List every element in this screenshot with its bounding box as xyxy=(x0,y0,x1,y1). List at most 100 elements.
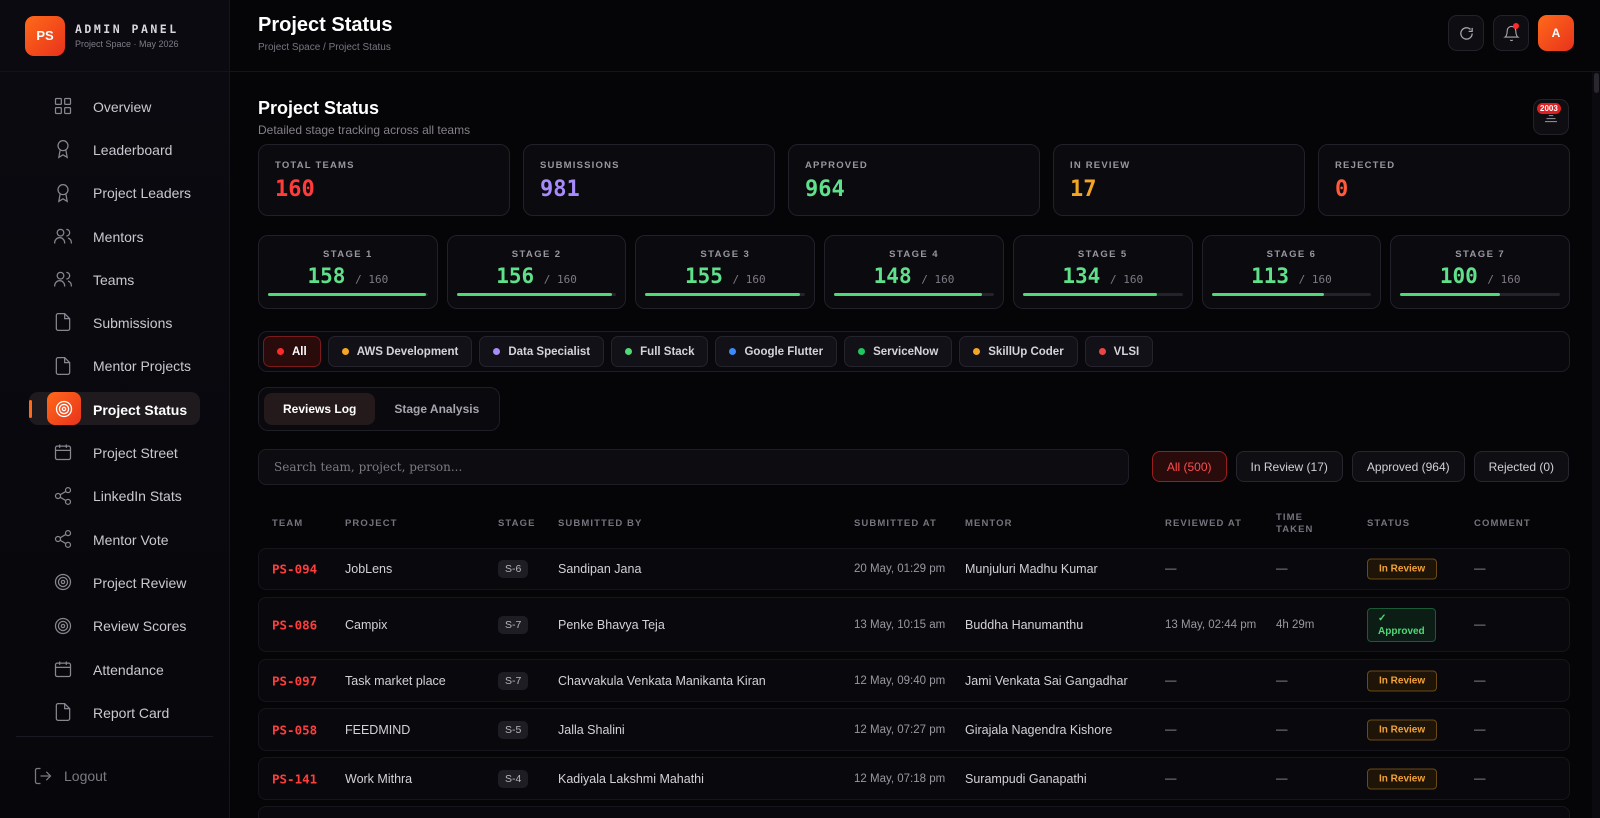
stat-value: 964 xyxy=(805,177,845,202)
table-row[interactable] xyxy=(258,806,1570,818)
track-dot xyxy=(493,348,501,355)
sidebar-item-mentors[interactable]: Mentors xyxy=(0,215,229,258)
sidebar-item-review-scores[interactable]: Review Scores xyxy=(0,605,229,648)
track-chip-vlsi[interactable]: VLSI xyxy=(1084,336,1154,367)
scrollbar-thumb[interactable] xyxy=(1594,73,1599,93)
calendar-icon xyxy=(53,659,73,679)
filter-approved-button[interactable]: Approved (964) xyxy=(1351,451,1465,482)
sidebar-item-mentor-vote[interactable]: Mentor Vote xyxy=(0,518,229,561)
sidebar-item-report-card[interactable]: Report Card xyxy=(0,691,229,734)
filter-all-button[interactable]: All (500) xyxy=(1151,451,1227,482)
stage-card-2: STAGE 2 156 / 160 xyxy=(446,235,627,309)
sidebar-item-project-street[interactable]: Project Street xyxy=(0,431,229,474)
tab-reviews-log[interactable]: Reviews Log xyxy=(264,393,376,425)
active-indicator xyxy=(29,400,32,419)
sidebar-item-linkedin-stats[interactable]: LinkedIn Stats xyxy=(0,475,229,518)
refresh-button[interactable] xyxy=(1448,15,1484,51)
column-header-project[interactable]: PROJECT xyxy=(345,518,398,529)
sidebar-item-project-leaders[interactable]: Project Leaders xyxy=(0,172,229,215)
column-header-status[interactable]: STATUS xyxy=(1367,518,1411,529)
column-header-mentor[interactable]: MENTOR xyxy=(965,518,1013,529)
stage-label: STAGE 4 xyxy=(889,249,939,260)
sidebar-item-teams[interactable]: Teams xyxy=(0,258,229,301)
stat-label: TOTAL TEAMS xyxy=(275,160,355,171)
stat-card-submissions: SUBMISSIONS 981 xyxy=(523,144,775,216)
notifications-button[interactable] xyxy=(1493,15,1529,51)
stage-total: / 160 xyxy=(543,273,577,286)
sidebar-nav: Overview Leaderboard Project Leaders Men… xyxy=(0,72,229,734)
submitted-by: Penke Bhavya Teja xyxy=(558,617,665,632)
filter-in-review-button[interactable]: In Review (17) xyxy=(1235,451,1343,482)
stage-value: 148 xyxy=(873,264,912,288)
track-label: AWS Development xyxy=(356,345,459,358)
sidebar-item-project-review[interactable]: Project Review xyxy=(0,561,229,604)
share-icon xyxy=(53,486,73,506)
project-name: FEEDMIND xyxy=(345,722,411,737)
sidebar-item-mentor-projects[interactable]: Mentor Projects xyxy=(0,345,229,388)
reviewed-at: 13 May, 02:44 pm xyxy=(1165,618,1257,631)
scrollbar[interactable] xyxy=(1592,72,1600,818)
sidebar-item-overview[interactable]: Overview xyxy=(0,85,229,128)
track-chip-aws-development[interactable]: AWS Development xyxy=(327,336,473,367)
sidebar-item-label: Project Status xyxy=(93,401,188,418)
track-chip-servicenow[interactable]: ServiceNow xyxy=(844,336,953,367)
sidebar-item-label: Review Scores xyxy=(93,618,187,635)
track-chip-all[interactable]: All xyxy=(263,336,321,367)
sidebar-divider xyxy=(16,736,213,737)
track-dot xyxy=(341,348,349,355)
team-id[interactable]: PS-097 xyxy=(272,673,318,688)
search-input[interactable] xyxy=(274,460,1128,474)
table-row[interactable]: PS-141 Work Mithra S-4 Kadiyala Lakshmi … xyxy=(258,757,1570,800)
team-id[interactable]: PS-141 xyxy=(272,771,318,786)
stage-value: 100 xyxy=(1439,264,1478,288)
time-taken: — xyxy=(1276,674,1288,687)
track-label: SkillUp Coder xyxy=(988,345,1064,358)
column-header-submitted-by[interactable]: SUBMITTED BY xyxy=(558,518,643,529)
project-name: Campix xyxy=(345,617,388,632)
table-row[interactable]: PS-086 Campix S-7 Penke Bhavya Teja 13 M… xyxy=(258,597,1570,652)
brand-logo[interactable]: PS xyxy=(25,15,65,56)
submitted-at: 20 May, 01:29 pm xyxy=(854,563,946,575)
logout-button[interactable]: Logout xyxy=(33,766,107,786)
mentor-name: Surampudi Ganapathi xyxy=(965,771,1087,786)
track-dot xyxy=(625,348,633,355)
breadcrumb: Project Space / Project Status xyxy=(258,42,391,53)
column-header-reviewed-at[interactable]: REVIEWED AT xyxy=(1165,518,1243,529)
filter-rejected-button[interactable]: Rejected (0) xyxy=(1473,451,1569,482)
track-chip-skillup-coder[interactable]: SkillUp Coder xyxy=(959,336,1078,367)
column-header-comment[interactable]: COMMENT xyxy=(1474,518,1531,529)
team-id[interactable]: PS-086 xyxy=(272,617,318,632)
column-header-team[interactable]: TEAM xyxy=(272,518,304,529)
track-chip-google-flutter[interactable]: Google Flutter xyxy=(715,336,838,367)
column-header-submitted-at[interactable]: SUBMITTED AT xyxy=(854,518,937,529)
table-row[interactable]: PS-058 FEEDMIND S-5 Jalla Shalini 12 May… xyxy=(258,708,1570,751)
avatar[interactable]: A xyxy=(1538,15,1574,51)
table-row[interactable]: PS-094 JobLens S-6 Sandipan Jana 20 May,… xyxy=(258,548,1570,590)
team-id[interactable]: PS-094 xyxy=(272,561,318,577)
tab-stage-analysis[interactable]: Stage Analysis xyxy=(394,402,480,416)
sidebar-item-project-status[interactable]: Project Status xyxy=(0,388,229,431)
target-icon xyxy=(47,392,81,426)
sidebar-item-submissions[interactable]: Submissions xyxy=(0,301,229,344)
stage-progress-fill xyxy=(456,293,613,296)
sidebar-item-attendance[interactable]: Attendance xyxy=(0,648,229,691)
track-filter-bar: All AWS Development Data Specialist Full… xyxy=(258,331,1570,372)
reviewed-at: — xyxy=(1165,723,1177,736)
stage-label: STAGE 3 xyxy=(700,249,751,260)
table-row[interactable]: PS-097 Task market place S-7 Chavvakula … xyxy=(258,659,1570,702)
track-chip-full-stack[interactable]: Full Stack xyxy=(611,336,709,367)
stage-value: 156 xyxy=(496,264,535,288)
mentor-name: Buddha Hanumanthu xyxy=(965,617,1084,632)
submitted-by: Chavvakula Venkata Manikanta Kiran xyxy=(558,673,766,688)
column-header-time-taken[interactable]: TIME TAKEN xyxy=(1276,512,1314,535)
track-chip-data-specialist[interactable]: Data Specialist xyxy=(479,336,605,367)
team-id[interactable]: PS-058 xyxy=(272,722,318,737)
stage-label: STAGE 2 xyxy=(511,249,562,260)
stage-progress-track xyxy=(645,293,806,296)
column-header-stage[interactable]: STAGE xyxy=(498,518,536,529)
activity-button[interactable]: 2003 xyxy=(1533,99,1569,135)
mentor-name: Munjuluri Madhu Kumar xyxy=(965,562,1098,576)
stage-label: STAGE 1 xyxy=(322,249,373,260)
sidebar-item-leaderboard[interactable]: Leaderboard xyxy=(0,128,229,171)
stage-total: / 160 xyxy=(1487,273,1521,286)
